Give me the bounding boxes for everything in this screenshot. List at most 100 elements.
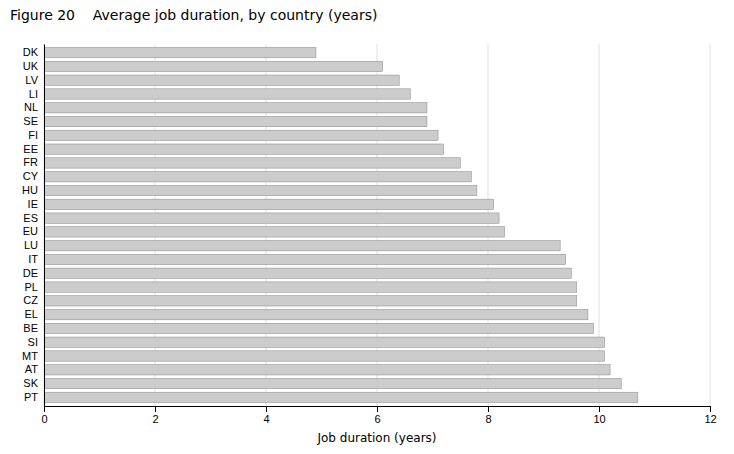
bar xyxy=(44,351,605,361)
bar xyxy=(44,130,438,140)
bar xyxy=(44,337,605,347)
y-axis: DK UK LV LINL SE FI EEFR CY HU IE ESEU LU IT DE PLCZ EL… xyxy=(22,45,44,407)
tick-label: EL xyxy=(25,308,38,320)
tick: MT xyxy=(22,350,38,362)
tick: SE xyxy=(23,115,38,127)
tick-label: DE xyxy=(23,267,38,279)
title: Figure 20 Average job duration, by count… xyxy=(10,7,377,23)
tick-label: 6 xyxy=(374,413,380,425)
tick-label: 4 xyxy=(263,413,269,425)
axis-line xyxy=(45,407,711,413)
axis-line xyxy=(44,45,45,407)
tick: ES xyxy=(23,212,38,224)
bar xyxy=(44,392,638,402)
tick-mark xyxy=(488,406,489,412)
tick: PT xyxy=(24,391,38,403)
tick-label: CY xyxy=(23,170,39,182)
plot: 0 2 4 6 8 10 12 DK UK LV LINL SE FI EEFR CY HU IE ESEU LU I… xyxy=(22,44,717,425)
tick: CY xyxy=(23,170,39,182)
bar xyxy=(44,254,566,264)
tick-label: NL xyxy=(24,101,38,113)
bar xyxy=(44,103,427,113)
tick-label: LI xyxy=(29,88,38,100)
tick-label: SE xyxy=(23,115,38,127)
bars xyxy=(44,47,638,402)
bar xyxy=(44,268,571,278)
bar xyxy=(44,323,593,333)
tick-label: 0 xyxy=(41,413,47,425)
tick-label: 2 xyxy=(152,413,158,425)
tick-mark xyxy=(599,406,600,412)
tick-label: EU xyxy=(23,225,38,237)
tick: 2 xyxy=(152,406,158,425)
tick: NL xyxy=(24,101,38,113)
tick-label: FR xyxy=(23,156,38,168)
tick-label: IE xyxy=(28,198,38,210)
tick-label: FI xyxy=(28,129,38,141)
tick: 12 xyxy=(704,406,716,425)
bar xyxy=(44,158,460,168)
tick: 6 xyxy=(374,406,380,425)
tick-label: ES xyxy=(23,212,38,224)
tick-label: PL xyxy=(25,281,38,293)
tick-label: PT xyxy=(24,391,38,403)
tick: 10 xyxy=(593,406,605,425)
bar xyxy=(44,172,471,182)
bar xyxy=(44,89,410,99)
bar xyxy=(44,185,477,195)
tick-mark xyxy=(710,406,711,412)
tick: FI xyxy=(28,129,38,141)
tick: IT xyxy=(28,253,38,265)
tick-label: SK xyxy=(23,377,38,389)
tick-label: HU xyxy=(22,184,38,196)
tick: 0 xyxy=(41,406,47,425)
tick-label: 8 xyxy=(485,413,491,425)
bar xyxy=(44,282,577,292)
tick-label: LV xyxy=(25,74,38,86)
bar xyxy=(44,309,588,319)
tick-mark xyxy=(155,406,156,412)
grid xyxy=(44,44,710,406)
tick: 8 xyxy=(485,406,491,425)
bar xyxy=(44,241,560,251)
bar xyxy=(44,378,621,388)
tick: UK xyxy=(23,60,39,72)
tick: LI xyxy=(29,88,38,100)
tick-label: MT xyxy=(22,350,38,362)
tick: LV xyxy=(25,74,38,86)
chart: Figure 20 Average job duration, by count… xyxy=(0,0,734,454)
tick-mark xyxy=(44,406,45,412)
x-axis: 0 2 4 6 8 10 12 xyxy=(41,406,716,425)
tick: EL xyxy=(25,308,38,320)
tick-label: DK xyxy=(23,46,39,58)
tick-label: UK xyxy=(23,60,39,72)
tick-label: EE xyxy=(23,143,38,155)
tick: EU xyxy=(23,225,38,237)
bar xyxy=(44,365,610,375)
tick: IE xyxy=(28,198,38,210)
bar xyxy=(44,75,399,85)
grid-line xyxy=(710,44,711,406)
tick: BE xyxy=(23,322,38,334)
tick: PL xyxy=(25,281,38,293)
tick-mark xyxy=(266,406,267,412)
bar xyxy=(44,47,316,57)
tick-label: 10 xyxy=(593,413,605,425)
grid-line xyxy=(44,44,45,406)
tick: CZ xyxy=(23,294,38,306)
tick-label: BE xyxy=(23,322,38,334)
axis-title: Job duration (years) xyxy=(316,431,436,445)
tick-label: AT xyxy=(25,363,39,375)
bar xyxy=(44,227,505,237)
bar xyxy=(44,61,383,71)
tick: EE xyxy=(23,143,38,155)
tick-mark xyxy=(377,406,378,412)
bar xyxy=(44,296,577,306)
tick: LU xyxy=(24,239,38,251)
tick-label: CZ xyxy=(23,294,38,306)
tick: FR xyxy=(23,156,38,168)
tick: SK xyxy=(23,377,38,389)
tick-label: LU xyxy=(24,239,38,251)
tick: DE xyxy=(23,267,38,279)
bar xyxy=(44,144,444,154)
